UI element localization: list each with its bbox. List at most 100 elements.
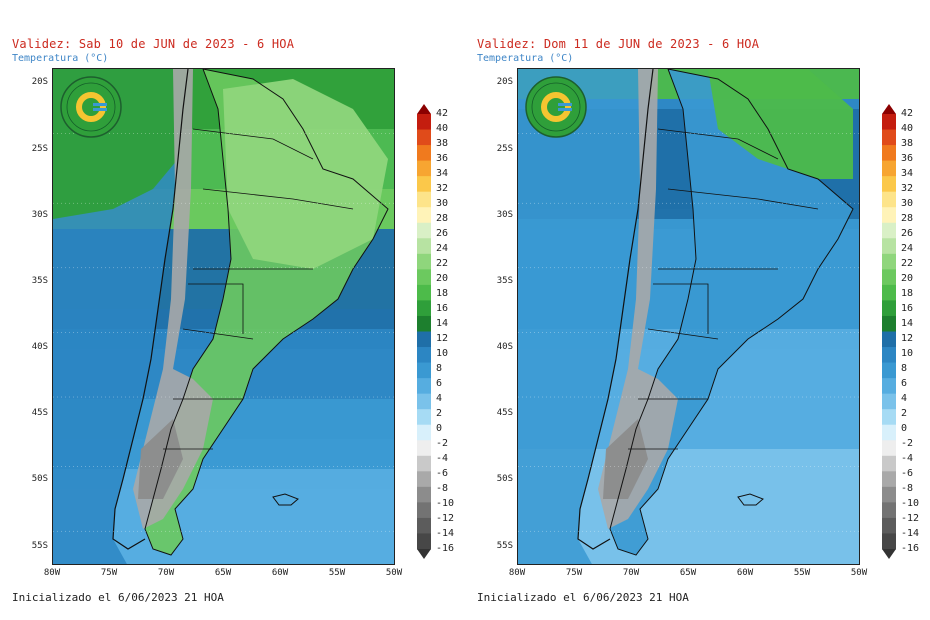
latitude-tick-label: 55S <box>31 541 48 551</box>
legend-swatch <box>882 486 896 503</box>
latitude-tick-label: 25S <box>31 144 48 154</box>
legend-value-label: 10 <box>901 348 914 359</box>
legend-swatch <box>417 114 431 131</box>
legend-value-label: 26 <box>901 228 914 239</box>
legend-value-label: -8 <box>436 483 449 494</box>
legend-swatch <box>417 393 431 410</box>
latitude-tick-label: 55S <box>496 541 513 551</box>
longitude-tick-label: 70W <box>622 568 640 578</box>
legend-value-label: 18 <box>436 288 449 299</box>
legend-swatch <box>882 284 896 301</box>
province-border <box>182 328 254 340</box>
legend-swatch <box>417 176 431 193</box>
panel-subtitle: Temperatura (°C) <box>12 53 109 64</box>
color-legend <box>417 104 431 559</box>
legend-swatch <box>417 409 431 426</box>
longitude-tick-label: 50W <box>850 568 868 578</box>
longitude-tick-label: 55W <box>793 568 811 578</box>
patagonia-cold-core <box>603 419 648 499</box>
forecast-panel-right: Validez: Dom 11 de JUN de 2023 - 6 HOA T… <box>465 0 930 620</box>
legend-value-label: 40 <box>901 123 914 134</box>
panel-title: Validez: Sab 10 de JUN de 2023 - 6 HOA <box>12 37 295 51</box>
coastline <box>112 69 189 550</box>
legend-swatch <box>882 378 896 395</box>
legend-value-label: 2 <box>901 408 908 419</box>
legend-value-label: 10 <box>436 348 449 359</box>
legend-value-label: 14 <box>436 318 449 329</box>
latitude-tick-label: 45S <box>496 408 513 418</box>
legend-value-label: 34 <box>901 168 914 179</box>
legend-swatch <box>417 315 431 332</box>
temperature-map[interactable] <box>52 68 395 565</box>
legend-swatch <box>417 300 431 317</box>
legend-swatch <box>417 284 431 301</box>
legend-swatch <box>882 409 896 426</box>
latitude-tick-label: 40S <box>496 342 513 352</box>
legend-swatch <box>882 160 896 177</box>
legend-value-label: 16 <box>901 303 914 314</box>
legend-swatch <box>417 486 431 503</box>
panel-title: Validez: Dom 11 de JUN de 2023 - 6 HOA <box>477 37 760 51</box>
legend-value-label: 34 <box>436 168 449 179</box>
legend-swatch <box>882 517 896 534</box>
legend-value-label: -16 <box>901 543 920 554</box>
province-border <box>653 283 709 334</box>
latitude-tick-label: 35S <box>496 276 513 286</box>
legend-swatch <box>882 347 896 364</box>
legend-swatch <box>882 269 896 286</box>
temperature-map[interactable] <box>517 68 860 565</box>
legend-value-label: -4 <box>436 453 449 464</box>
latitude-tick-label: 35S <box>31 276 48 286</box>
latitude-tick-label: 20S <box>31 77 48 87</box>
legend-swatch <box>417 331 431 348</box>
smn-logo <box>525 76 587 138</box>
legend-swatch <box>882 331 896 348</box>
legend-value-label: 8 <box>436 363 443 374</box>
legend-swatch <box>417 455 431 472</box>
province-border <box>188 283 244 334</box>
pacific-ocean <box>518 69 653 564</box>
longitude-tick-label: 50W <box>385 568 403 578</box>
longitude-tick-label: 80W <box>43 568 61 578</box>
panel-subtitle: Temperatura (°C) <box>477 53 574 64</box>
longitude-tick-label: 65W <box>214 568 232 578</box>
legend-value-label: -14 <box>436 528 455 539</box>
legend-value-label: -6 <box>436 468 449 479</box>
legend-value-label: 20 <box>436 273 449 284</box>
legend-swatch <box>882 207 896 224</box>
legend-value-label: 16 <box>436 303 449 314</box>
legend-value-label: 4 <box>436 393 443 404</box>
legend-value-label: 8 <box>901 363 908 374</box>
legend-arrow-top <box>882 104 896 114</box>
legend-swatch <box>417 207 431 224</box>
legend-swatch <box>882 145 896 162</box>
longitude-tick-label: 55W <box>328 568 346 578</box>
legend-value-label: 28 <box>901 213 914 224</box>
legend-swatch <box>417 191 431 208</box>
latitude-tick-label: 30S <box>496 210 513 220</box>
andes-cold-region <box>598 69 678 529</box>
legend-swatch <box>882 300 896 317</box>
latitude-tick-label: 20S <box>496 77 513 87</box>
legend-value-label: 24 <box>901 243 914 254</box>
legend-swatch <box>882 129 896 146</box>
legend-swatch <box>882 191 896 208</box>
legend-value-label: 32 <box>436 183 449 194</box>
legend-swatch <box>417 424 431 441</box>
legend-swatch <box>417 502 431 519</box>
legend-value-label: 38 <box>901 138 914 149</box>
legend-value-label: 28 <box>436 213 449 224</box>
legend-value-label: 0 <box>436 423 443 434</box>
province-border <box>647 328 719 340</box>
legend-value-label: 20 <box>901 273 914 284</box>
legend-value-label: 38 <box>436 138 449 149</box>
legend-value-label: 36 <box>901 153 914 164</box>
panel-footer: Inicializado el 6/06/2023 21 HOA <box>12 591 224 604</box>
legend-swatch <box>417 269 431 286</box>
legend-value-label: 18 <box>901 288 914 299</box>
legend-swatch <box>417 238 431 255</box>
legend-value-label: 22 <box>436 258 449 269</box>
legend-swatch <box>882 176 896 193</box>
province-border <box>192 128 314 160</box>
legend-value-label: 22 <box>901 258 914 269</box>
